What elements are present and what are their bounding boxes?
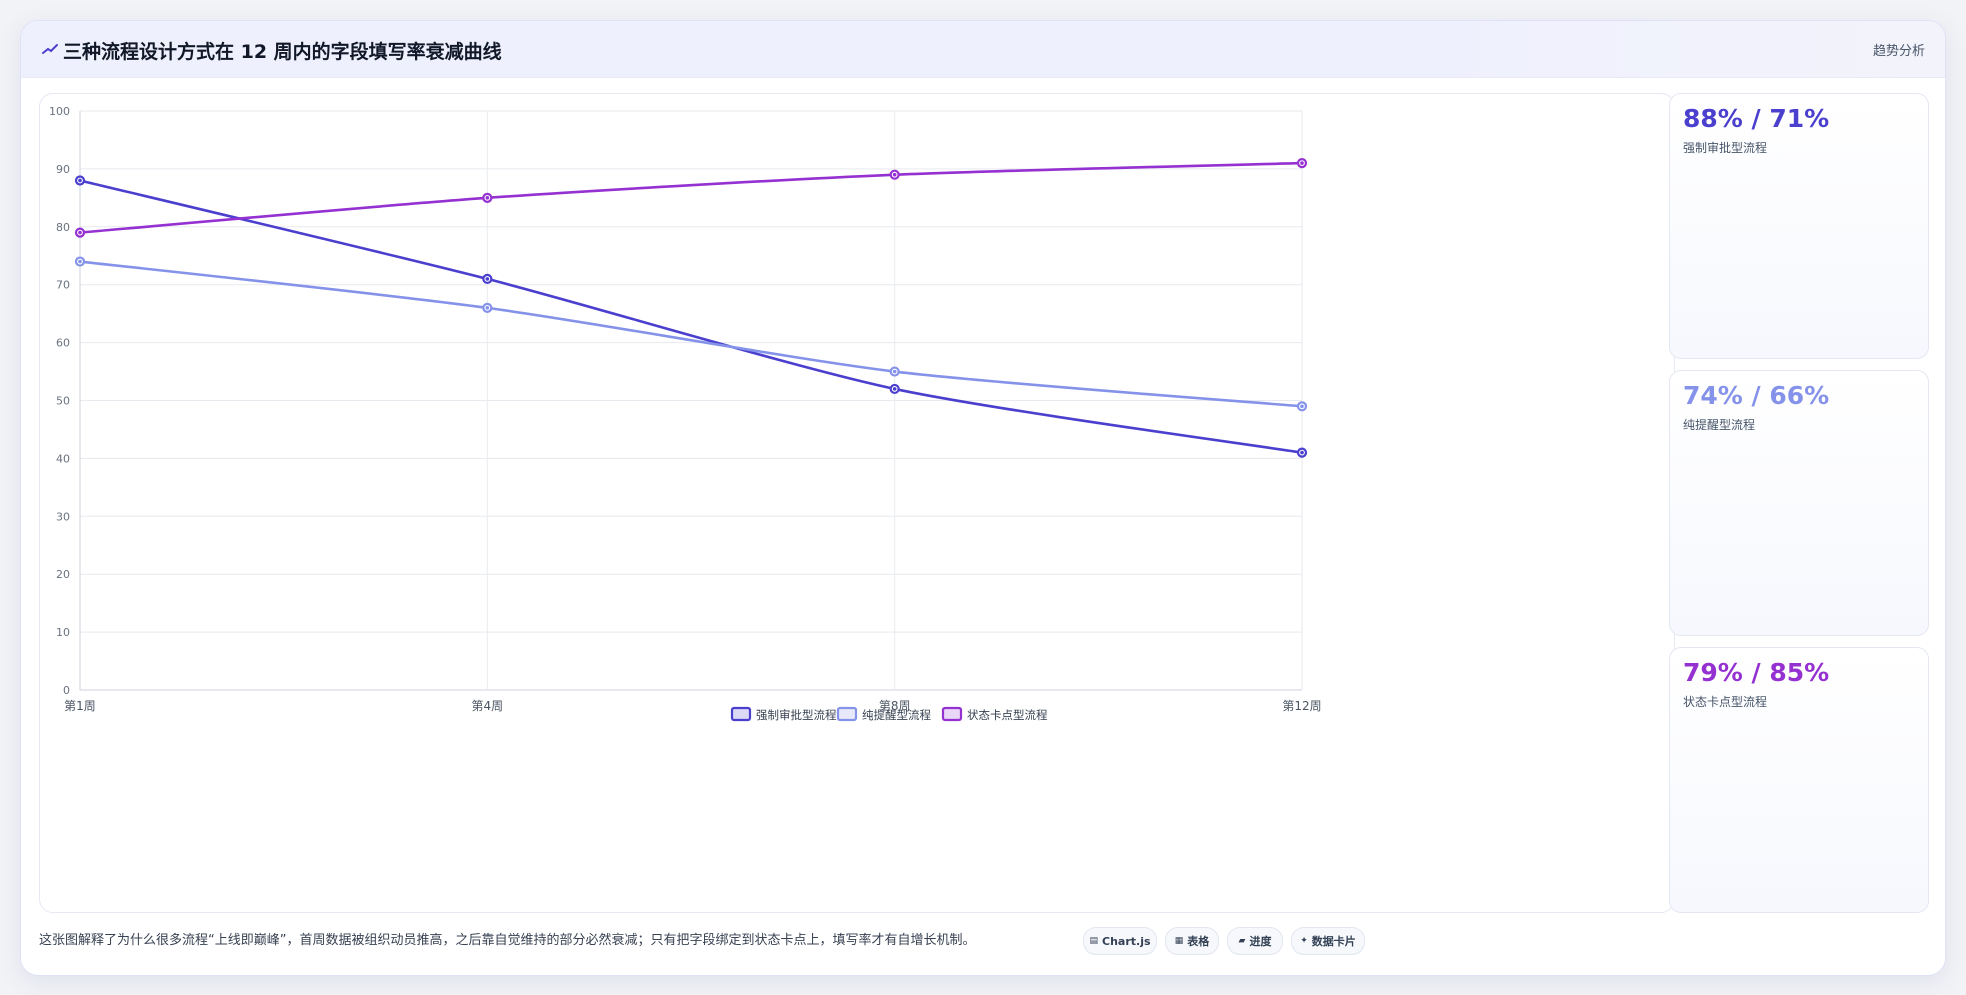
y-tick-label: 0: [63, 684, 70, 697]
x-tick-label: 第8周: [879, 699, 911, 713]
y-tick-label: 100: [49, 105, 70, 118]
stat-value: 79% / 85%: [1683, 658, 1830, 687]
data-point-dot: [1300, 450, 1304, 455]
page-title: 三种流程设计方式在 12 周内的字段填写率衰减曲线: [63, 41, 502, 63]
chip-table[interactable]: ▦ 表格: [1165, 927, 1219, 955]
legend-label: 状态卡点型流程: [967, 708, 1048, 722]
data-point-dot: [485, 306, 490, 310]
stat-card-checkpoint: 79% / 85% 状态卡点型流程: [1669, 647, 1929, 913]
data-point-dot: [1300, 404, 1304, 409]
data-point-dot: [1300, 161, 1304, 165]
data-point-dot: [892, 387, 897, 391]
series-line-0: [79, 179, 1303, 454]
series-line-2: [79, 161, 1303, 234]
legend-swatch: [730, 706, 752, 722]
progress-icon: ▰: [1238, 936, 1246, 946]
y-tick-label: 90: [56, 163, 70, 176]
x-tick-label: 第1周: [64, 699, 96, 713]
chip-label: 数据卡片: [1311, 935, 1356, 948]
trend-icon: [42, 44, 58, 54]
stat-value: 88% / 71%: [1683, 104, 1830, 133]
x-tick-label: 第12周: [1282, 699, 1321, 713]
data-point-dot: [892, 369, 897, 374]
stat-label: 强制审批型流程: [1683, 141, 1768, 155]
y-tick-label: 60: [56, 337, 70, 350]
stat-value: 74% / 66%: [1683, 381, 1830, 410]
line-chart: 0 10 20 30 40 50 60 70 80 90 100 第1周 第4周 第8周 第12周强制审批型…: [49, 105, 1322, 722]
y-tick-label: 10: [56, 626, 70, 639]
card-header: 三种流程设计方式在 12 周内的字段填写率衰减曲线 趋势分析: [21, 21, 1945, 78]
data-point-dot: [892, 172, 897, 177]
chart-footnote: 这张图解释了为什么很多流程“上线即巅峰”，首周数据被组织动员推高，之后靠自觉维持…: [39, 933, 976, 948]
y-tick-label: 20: [56, 568, 70, 581]
data-point-dot: [485, 196, 490, 200]
chip-chartjs[interactable]: ▤ Chart.js: [1083, 927, 1157, 955]
data-point-dot: [78, 230, 82, 235]
data-point-dot: [485, 277, 490, 281]
table-icon: ▦: [1174, 936, 1184, 946]
chart-panel: 0 10 20 30 40 50 60 70 80 90 100 第1周 第4周 第8周 第12周强制审批型…: [39, 93, 1675, 913]
y-tick-label: 40: [56, 452, 70, 465]
stat-card-approval: 88% / 71% 强制审批型流程: [1669, 93, 1929, 359]
chip-label: Chart.js: [1102, 934, 1151, 948]
chip-progress[interactable]: ▰ 进度: [1227, 927, 1283, 955]
stat-label: 纯提醒型流程: [1683, 418, 1756, 432]
legend-label: 强制审批型流程: [756, 708, 837, 722]
header-tag: 趋势分析: [1872, 44, 1925, 59]
stat-card-reminder: 74% / 66% 纯提醒型流程: [1669, 370, 1929, 636]
chart-icon: ▤: [1089, 936, 1098, 946]
legend-swatch: [836, 706, 858, 722]
chip-data-card[interactable]: ✦ 数据卡片: [1291, 927, 1365, 955]
y-tick-label: 50: [56, 395, 70, 408]
data-point-dot: [78, 259, 82, 264]
data-point-dot: [78, 178, 82, 183]
y-tick-label: 80: [56, 221, 70, 234]
series-line-1: [79, 260, 1303, 408]
stat-label: 状态卡点型流程: [1683, 695, 1768, 709]
legend-label: 纯提醒型流程: [862, 708, 931, 722]
legend-swatch: [941, 706, 963, 722]
y-tick-label: 30: [56, 510, 70, 523]
y-tick-label: 70: [56, 279, 70, 292]
chip-label: 表格: [1187, 935, 1210, 948]
sparkle-icon: ✦: [1300, 936, 1308, 946]
dashboard-card: 三种流程设计方式在 12 周内的字段填写率衰减曲线 趋势分析 0 10 20 30 40…: [20, 20, 1946, 976]
chip-label: 进度: [1249, 935, 1272, 948]
x-tick-label: 第4周: [472, 699, 504, 713]
